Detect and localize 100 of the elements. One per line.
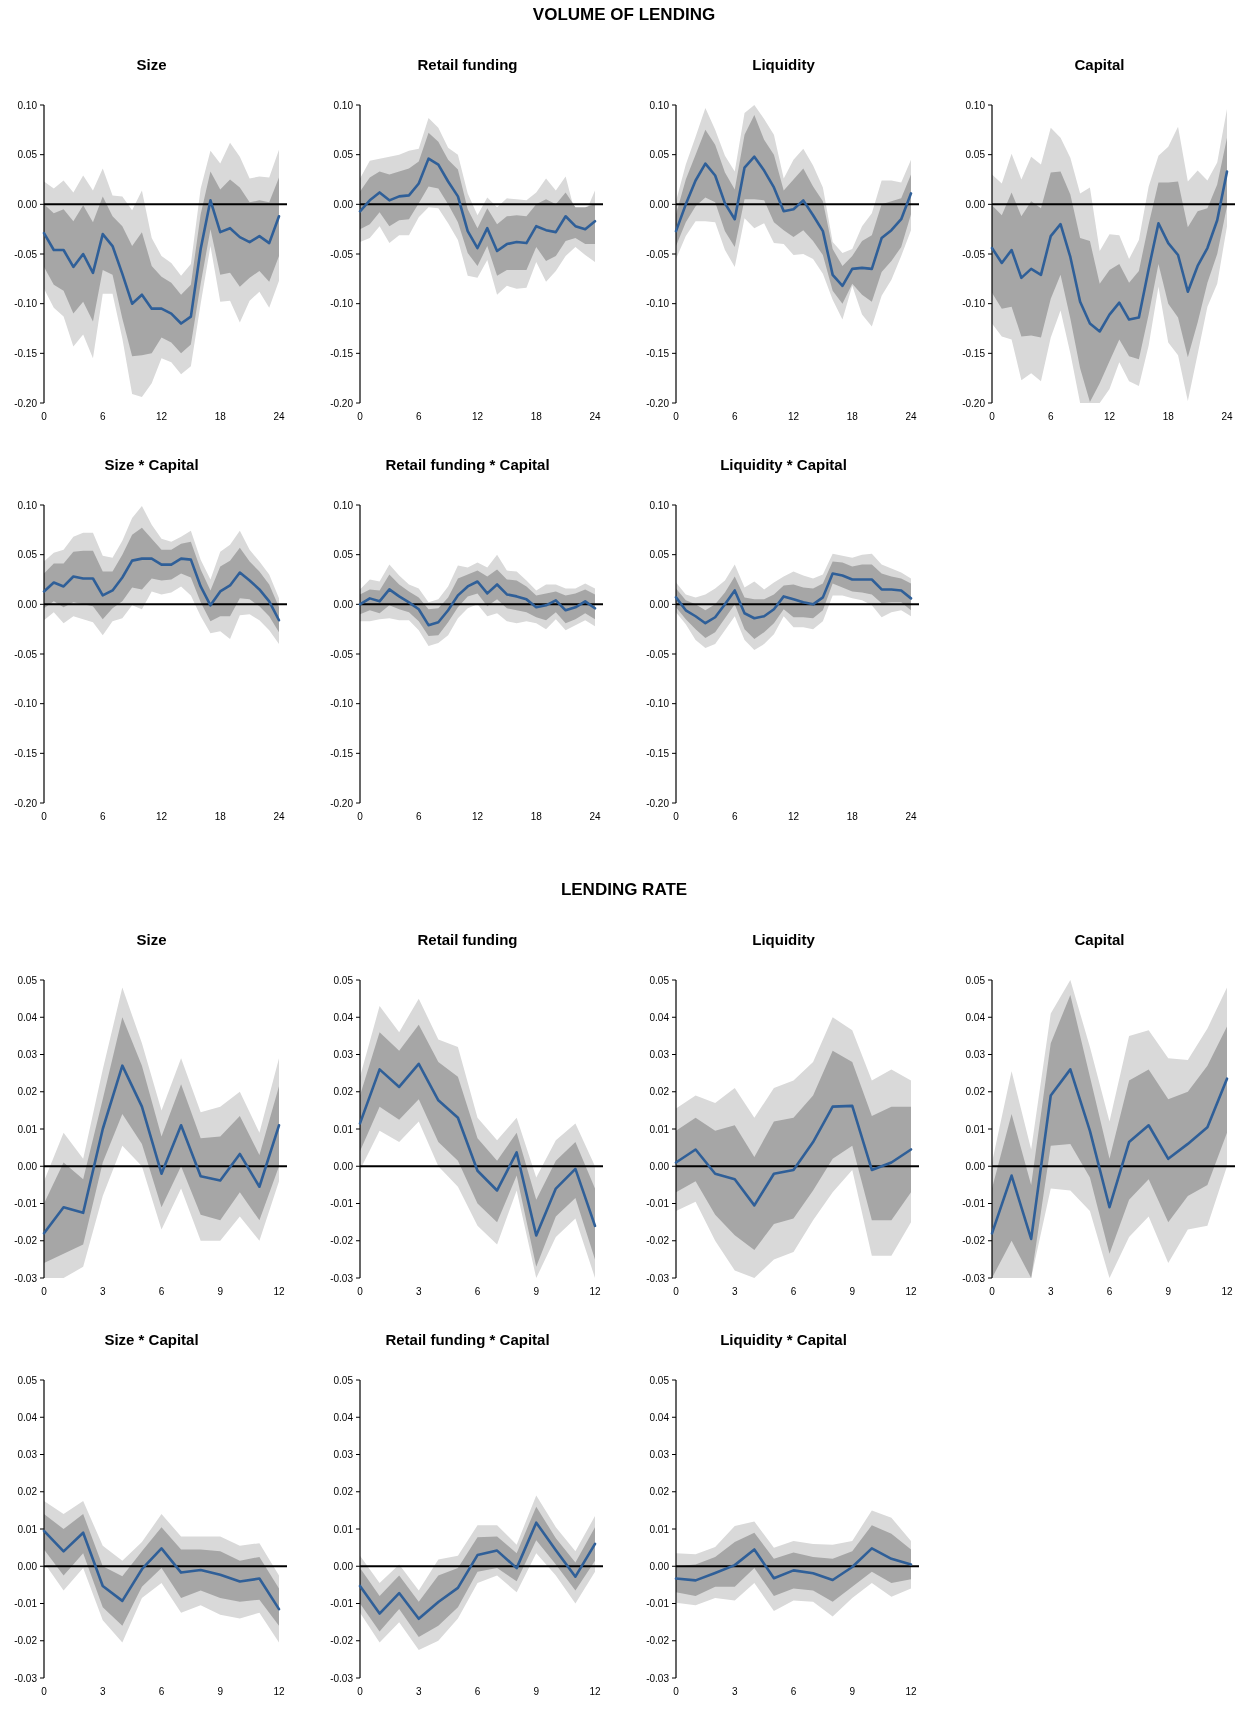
y-tick-label: -0.10 xyxy=(962,298,986,310)
y-tick-label: -0.03 xyxy=(330,1272,354,1284)
chart-title: Liquidity xyxy=(752,931,816,948)
line-series xyxy=(42,199,281,325)
y-tick-label: 0.04 xyxy=(649,1011,670,1023)
y-tick-label: 0.10 xyxy=(965,99,986,111)
x-tick-label: 6 xyxy=(158,1286,165,1297)
x-tick-label: 0 xyxy=(357,411,364,422)
x-tick-label: 6 xyxy=(474,1686,481,1697)
x-tick-label: 24 xyxy=(273,411,285,422)
x-tick-label: 18 xyxy=(846,411,859,422)
y-tick-label: 0.10 xyxy=(649,499,670,511)
x-tick-label: 9 xyxy=(533,1286,540,1297)
y-tick-label: 0.10 xyxy=(333,499,354,511)
x-tick-label: 3 xyxy=(415,1686,422,1697)
y-tick-label: -0.01 xyxy=(646,1598,670,1609)
chart-title: Size xyxy=(136,931,167,948)
x-tick-label: 12 xyxy=(273,1686,285,1697)
chart-title: Retail funding xyxy=(417,931,518,948)
y-tick-label: -0.02 xyxy=(646,1635,670,1647)
chart-title: Size * Capital xyxy=(104,456,199,473)
y-tick-label: -0.15 xyxy=(14,747,38,759)
x-tick-label: 18 xyxy=(530,811,543,822)
x-tick-label: 0 xyxy=(673,811,680,822)
y-tick-label: 0.04 xyxy=(17,1411,38,1423)
x-tick-label: 0 xyxy=(989,411,996,422)
y-tick-label: -0.20 xyxy=(646,397,670,409)
line-series xyxy=(358,1062,597,1237)
y-tick-label: 0.05 xyxy=(17,1374,38,1386)
y-tick-label: -0.20 xyxy=(330,397,354,409)
x-tick-label: 18 xyxy=(1162,411,1175,422)
x-tick-label: 6 xyxy=(790,1686,797,1697)
text: VOLUME OF LENDING xyxy=(532,5,716,24)
y-tick-label: 0.00 xyxy=(333,1160,354,1172)
y-tick-label: -0.15 xyxy=(14,347,38,359)
y-tick-label: 0.05 xyxy=(17,549,38,561)
y-tick-label: 0.01 xyxy=(17,1123,38,1135)
y-tick-label: 0.01 xyxy=(649,1123,670,1135)
y-tick-label: 0.03 xyxy=(649,1449,670,1460)
y-tick-label: 0.00 xyxy=(649,598,670,610)
y-tick-label: -0.10 xyxy=(330,698,354,710)
y-tick-label: 0.05 xyxy=(333,1374,354,1386)
y-tick-label: -0.03 xyxy=(646,1672,670,1684)
x-tick-label: 12 xyxy=(155,411,168,422)
line-series xyxy=(42,1529,281,1611)
x-tick-label: 12 xyxy=(589,1286,601,1297)
y-tick-label: 0.00 xyxy=(17,598,38,610)
y-tick-label: 0.01 xyxy=(649,1523,670,1535)
y-tick-label: -0.01 xyxy=(14,1198,38,1209)
y-tick-label: 0.00 xyxy=(649,1560,670,1572)
x-tick-label: 12 xyxy=(1103,411,1116,422)
x-tick-label: 9 xyxy=(849,1286,856,1297)
text: LENDING RATE xyxy=(560,880,688,899)
x-tick-label: 24 xyxy=(905,411,917,422)
x-tick-label: 9 xyxy=(217,1686,224,1697)
x-tick-label: 18 xyxy=(214,411,227,422)
y-tick-label: 0.02 xyxy=(333,1086,354,1098)
line-series xyxy=(358,1521,597,1621)
chart-title: Retail funding * Capital xyxy=(385,456,550,473)
y-tick-label: 0.04 xyxy=(17,1011,38,1023)
x-tick-label: 18 xyxy=(530,411,543,422)
y-tick-label: -0.15 xyxy=(330,347,354,359)
y-tick-label: 0.10 xyxy=(17,499,38,511)
chart-title: Capital xyxy=(1074,931,1125,948)
y-tick-label: 0.05 xyxy=(333,549,354,561)
y-tick-label: -0.01 xyxy=(330,1598,354,1609)
y-tick-label: -0.03 xyxy=(14,1272,38,1284)
x-tick-label: 6 xyxy=(1047,411,1054,422)
x-tick-label: 6 xyxy=(158,1686,165,1697)
x-tick-label: 6 xyxy=(99,411,106,422)
y-tick-label: -0.10 xyxy=(646,298,670,310)
y-tick-label: 0.02 xyxy=(649,1086,670,1098)
y-tick-label: -0.15 xyxy=(962,347,986,359)
x-tick-label: 0 xyxy=(41,411,48,422)
x-tick-label: 24 xyxy=(1221,411,1233,422)
chart-title: Liquidity * Capital xyxy=(720,456,847,473)
line-series xyxy=(674,1547,913,1582)
y-tick-label: -0.01 xyxy=(962,1198,986,1209)
y-tick-label: 0.04 xyxy=(333,1011,354,1023)
y-tick-label: 0.05 xyxy=(333,974,354,986)
y-tick-label: 0.01 xyxy=(333,1523,354,1535)
y-tick-label: -0.20 xyxy=(14,397,38,409)
x-tick-label: 6 xyxy=(99,811,106,822)
x-tick-label: 6 xyxy=(415,811,422,822)
y-tick-label: 0.02 xyxy=(17,1086,38,1098)
x-tick-label: 0 xyxy=(989,1286,996,1297)
x-tick-label: 24 xyxy=(273,811,285,822)
line-series xyxy=(674,155,913,288)
y-tick-label: 0.02 xyxy=(965,1086,986,1098)
x-tick-label: 0 xyxy=(41,811,48,822)
y-tick-label: 0.10 xyxy=(333,99,354,111)
y-tick-label: 0.02 xyxy=(649,1486,670,1498)
y-tick-label: 0.05 xyxy=(649,974,670,986)
x-tick-label: 3 xyxy=(415,1286,422,1297)
y-tick-label: 0.10 xyxy=(17,99,38,111)
x-tick-label: 9 xyxy=(1165,1286,1172,1297)
y-tick-label: -0.03 xyxy=(646,1272,670,1284)
chart-title: Liquidity * Capital xyxy=(720,1331,847,1348)
y-tick-label: -0.05 xyxy=(646,648,670,660)
chart-title: Liquidity xyxy=(752,56,816,73)
